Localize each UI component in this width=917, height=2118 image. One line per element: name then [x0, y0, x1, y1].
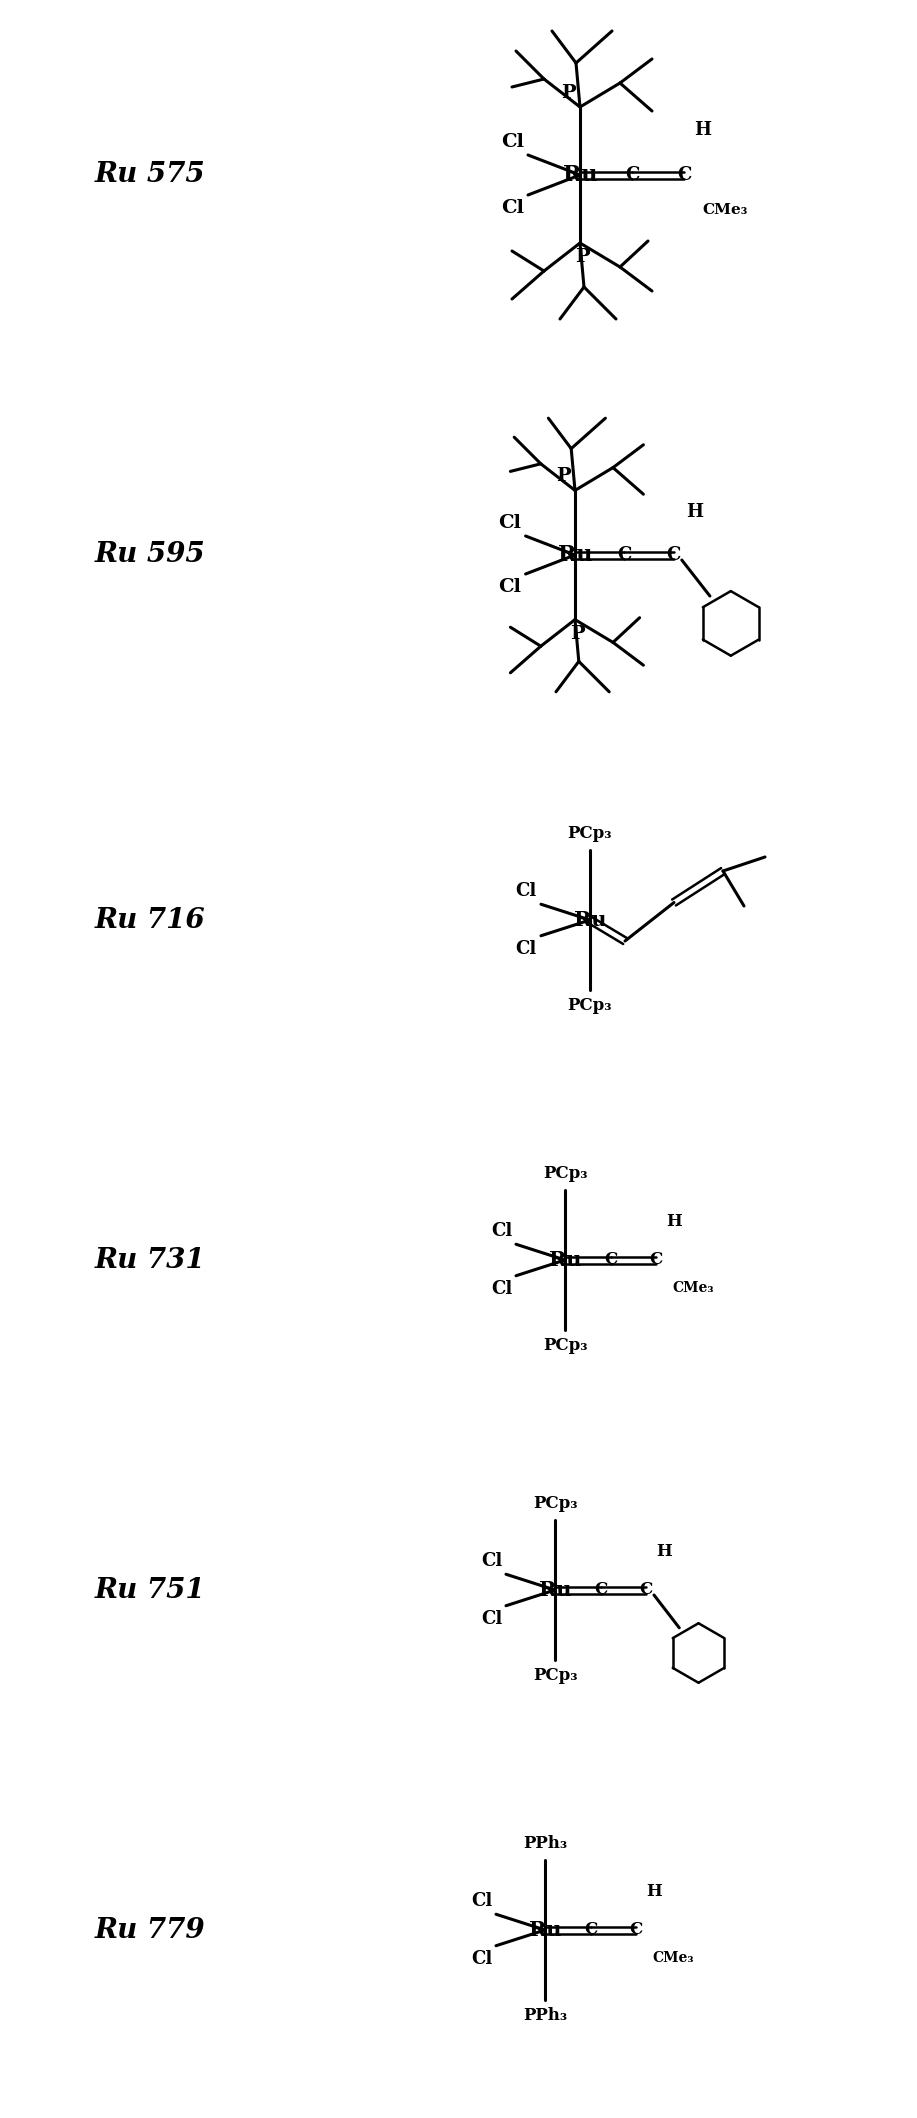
Text: Cl: Cl	[499, 578, 522, 595]
Text: PCp₃: PCp₃	[543, 1336, 587, 1356]
Text: Ru: Ru	[558, 544, 592, 566]
Text: Cl: Cl	[501, 199, 524, 216]
Text: PCp₃: PCp₃	[568, 826, 613, 843]
Text: Ru: Ru	[548, 1250, 581, 1271]
Text: CMe₃: CMe₃	[702, 203, 747, 216]
Text: C: C	[629, 1921, 643, 1938]
Text: C: C	[604, 1252, 617, 1269]
Text: C: C	[677, 165, 691, 184]
Text: Cl: Cl	[515, 883, 537, 900]
Text: Cl: Cl	[501, 133, 524, 150]
Text: PCp₃: PCp₃	[533, 1495, 577, 1512]
Text: Cl: Cl	[481, 1610, 502, 1629]
Text: H: H	[694, 121, 711, 140]
Text: C: C	[617, 546, 632, 563]
Text: C: C	[624, 165, 639, 184]
Text: Ru: Ru	[574, 911, 606, 930]
Text: H: H	[646, 1883, 662, 1900]
Text: Ru 779: Ru 779	[95, 1917, 205, 1944]
Text: CMe₃: CMe₃	[652, 1951, 693, 1966]
Text: Ru 751: Ru 751	[95, 1576, 205, 1603]
Text: C: C	[584, 1921, 597, 1938]
Text: Cl: Cl	[470, 1891, 492, 1910]
Text: P: P	[557, 468, 571, 485]
Text: H: H	[656, 1544, 672, 1561]
Text: C: C	[639, 1582, 653, 1599]
Text: C: C	[649, 1252, 663, 1269]
Text: H: H	[666, 1214, 681, 1231]
Text: Ru: Ru	[563, 163, 597, 186]
Text: Ru 595: Ru 595	[95, 542, 205, 568]
Text: H: H	[686, 502, 702, 521]
Text: Ru: Ru	[529, 1921, 561, 1940]
Text: P: P	[569, 625, 584, 642]
Text: Cl: Cl	[491, 1222, 512, 1241]
Text: Ru: Ru	[539, 1580, 571, 1599]
Text: P: P	[575, 248, 590, 267]
Text: Ru 716: Ru 716	[95, 907, 205, 934]
Text: Cl: Cl	[470, 1951, 492, 1968]
Text: CMe₃: CMe₃	[672, 1281, 713, 1294]
Text: Cl: Cl	[515, 940, 537, 957]
Text: PPh₃: PPh₃	[523, 2008, 567, 2025]
Text: Cl: Cl	[491, 1279, 512, 1298]
Text: C: C	[667, 546, 681, 563]
Text: PCp₃: PCp₃	[568, 998, 613, 1015]
Text: Cl: Cl	[481, 1552, 502, 1569]
Text: Ru 731: Ru 731	[95, 1248, 205, 1273]
Text: Ru 575: Ru 575	[95, 161, 205, 189]
Text: PPh₃: PPh₃	[523, 1836, 567, 1853]
Text: Cl: Cl	[499, 515, 522, 532]
Text: C: C	[594, 1582, 607, 1599]
Text: PCp₃: PCp₃	[533, 1667, 577, 1684]
Text: PCp₃: PCp₃	[543, 1165, 587, 1182]
Text: P: P	[561, 85, 576, 102]
